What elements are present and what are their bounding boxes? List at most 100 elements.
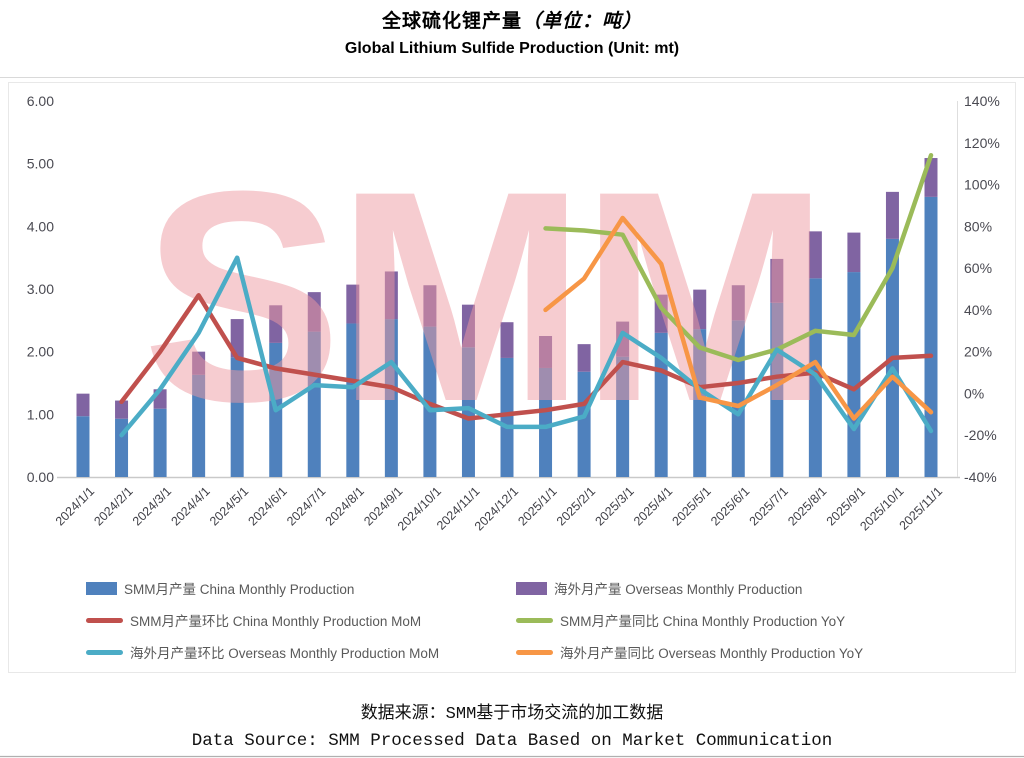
line-overseas-mom [119, 255, 934, 438]
y-axis-right-tick-label: -40% [964, 469, 997, 485]
bar-segment-overseas [500, 322, 514, 358]
legend-label: SMM月产量同比 China Monthly Production YoY [560, 614, 846, 629]
legend-swatch-china-yoy-line-icon [516, 617, 553, 623]
bar-segment-china [153, 408, 167, 477]
bar-segment-china [924, 196, 938, 477]
bar-segment-overseas [269, 305, 283, 343]
legend-item-overseas-yoy: 海外月产量同比 Overseas Monthly Production YoY [516, 642, 863, 662]
bar-segment-china [230, 357, 244, 477]
bar-segment-overseas [423, 285, 437, 327]
x-axis-tick-label: 2025/4/1 [631, 484, 675, 528]
bar-segment-overseas [307, 292, 321, 332]
bar-segment-china [192, 374, 206, 477]
y-axis-right-tick-label: 60% [964, 260, 992, 276]
line-overseas-yoy [543, 215, 934, 421]
x-axis-tick-label: 2024/2/1 [91, 484, 135, 528]
x-axis-tick-label: 2024/1/1 [53, 484, 97, 528]
x-axis-tick-label: 2024/4/1 [168, 484, 212, 528]
data-source-block: 数据来源：SMM基于市场交流的加工数据 Data Source: SMM Pro… [0, 702, 1024, 754]
chart-frame [8, 82, 1016, 673]
legend-swatch-china-mom-line-icon [86, 617, 123, 623]
x-axis-tick-label: 2025/8/1 [785, 484, 829, 528]
bar-segment-china [539, 367, 553, 477]
y-axis-left-tick-label: 5.00 [27, 156, 54, 172]
page-title-zh: 全球硫化锂产量（单位：吨） [0, 6, 1024, 33]
page-title-zh-unit: （单位：吨） [522, 11, 643, 32]
y-axis-right-tick-label: 140% [964, 93, 1000, 109]
y-axis-right-tick-label: 100% [964, 177, 1000, 193]
bar-segment-china [500, 357, 514, 477]
bar-segment-china [307, 331, 321, 477]
page-title-en: Global Lithium Sulfide Production (Unit:… [344, 40, 680, 57]
y-axis-left-tick-label: 3.00 [27, 281, 54, 297]
bar-segment-overseas [192, 351, 206, 375]
legend-label: SMM月产量环比 China Monthly Production MoM [130, 614, 422, 629]
bar-segment-overseas [808, 231, 822, 279]
legend-label: SMM月产量 China Monthly Production [124, 582, 355, 597]
x-axis-tick-label: 2024/8/1 [323, 484, 367, 528]
bar-segment-china [847, 272, 861, 477]
bar-segment-china [76, 416, 90, 477]
x-axis-tick-label: 2024/6/1 [246, 484, 290, 528]
legend-swatch-overseas-mom-line-icon [86, 649, 123, 655]
x-axis-tick-label: 2025/3/1 [592, 484, 636, 528]
y-axis-right-tick-label: 0% [964, 385, 984, 401]
bar-segment-china [461, 347, 475, 477]
legend-label: 海外月产量环比 Overseas Monthly Production MoM [130, 646, 440, 661]
legend-swatch-china-bar-icon [86, 581, 117, 595]
bar-segment-china [384, 319, 398, 477]
x-axis-tick-label: 2024/3/1 [130, 484, 174, 528]
y-axis-right-tick-label: 120% [964, 135, 1000, 151]
data-source-zh: 数据来源：SMM基于市场交流的加工数据 [360, 705, 664, 724]
data-source-en: Data Source: SMM Processed Data Based on… [191, 731, 833, 751]
y-axis-left-tick-label: 0.00 [27, 469, 54, 485]
bar-segment-china [346, 323, 360, 477]
y-axis-right-tick-label: -20% [964, 427, 997, 443]
bar-segment-overseas [346, 284, 360, 324]
smm-watermark: SMM [142, 128, 824, 464]
legend-item-china-mom: SMM月产量环比 China Monthly Production MoM [86, 610, 516, 630]
bar-segment-overseas [76, 393, 90, 417]
y-axis-left-tick-label: 6.00 [27, 93, 54, 109]
legend-item-overseas-mom: 海外月产量环比 Overseas Monthly Production MoM [86, 642, 516, 662]
y-axis-right-tick-label: 40% [964, 302, 992, 318]
bar-segment-overseas [539, 336, 553, 368]
chart-legend: SMM月产量 China Monthly Production 海外月产量 Ov… [86, 572, 956, 668]
y-axis-right-tick-label: 80% [964, 218, 992, 234]
bar-segment-overseas [693, 289, 707, 330]
legend-swatch-overseas-bar-icon [516, 581, 547, 595]
x-axis-tick-label: 2025/7/1 [747, 484, 791, 528]
y-axis-right-tick-label: 20% [964, 344, 992, 360]
bar-segment-china [693, 329, 707, 477]
x-axis-tick-label: 2025/5/1 [670, 484, 714, 528]
line-china-yoy [543, 153, 934, 363]
bar-segment-overseas [616, 321, 630, 357]
bar-segment-overseas [577, 344, 591, 372]
legend-row: SMM月产量环比 China Monthly Production MoM SM… [86, 604, 956, 636]
bar-segment-overseas [847, 232, 861, 273]
legend-item-overseas-production: 海外月产量 Overseas Monthly Production [516, 578, 802, 598]
bar-segment-china [616, 356, 630, 477]
legend-item-china-production: SMM月产量 China Monthly Production [86, 578, 516, 598]
bar-segment-overseas [230, 319, 244, 358]
legend-row: SMM月产量 China Monthly Production 海外月产量 Ov… [86, 572, 956, 604]
x-axis-tick-label: 2024/7/1 [284, 484, 328, 528]
bar-segment-overseas [885, 191, 899, 239]
page-title-zh-main: 全球硫化锂产量 [381, 11, 522, 32]
x-axis-tick-label: 2024/5/1 [207, 484, 251, 528]
y-axis-left-tick-label: 4.00 [27, 218, 54, 234]
bar-segment-overseas [731, 285, 745, 321]
y-axis-left-tick-label: 2.00 [27, 344, 54, 360]
bar-segment-overseas [770, 258, 784, 303]
bar-segment-overseas [461, 304, 475, 348]
legend-swatch-overseas-yoy-line-icon [516, 649, 553, 655]
legend-label: 海外月产量 Overseas Monthly Production [554, 582, 803, 597]
legend-row: 海外月产量环比 Overseas Monthly Production MoM … [86, 636, 956, 668]
x-axis-tick-label: 2025/2/1 [554, 484, 598, 528]
x-axis-tick-label: 2025/1/1 [515, 484, 559, 528]
bar-segment-overseas [115, 400, 129, 419]
legend-label: 海外月产量同比 Overseas Monthly Production YoY [560, 646, 864, 661]
bar-segment-overseas [384, 271, 398, 320]
